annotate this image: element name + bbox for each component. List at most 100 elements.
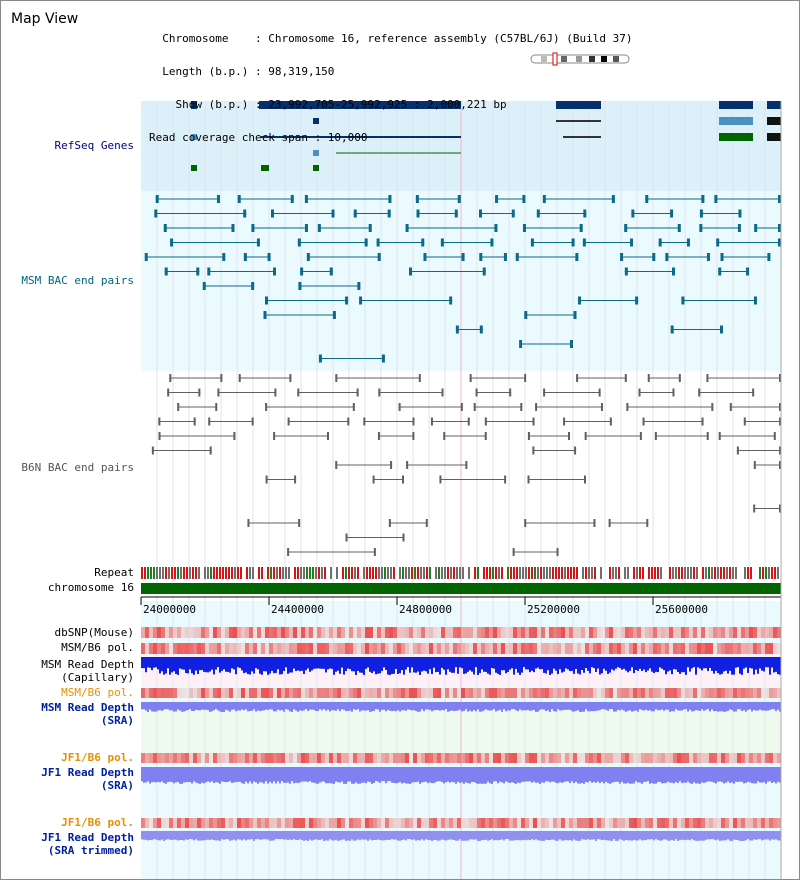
msm-depth-cap-bar — [353, 657, 355, 672]
track-label-refseq[interactable]: RefSeq Genes — [54, 139, 134, 152]
b6n-bac-end — [773, 432, 776, 440]
jf1-depth-bar — [507, 767, 509, 783]
jf1-pol-strip — [573, 753, 577, 763]
jf1-trim-depth-bar — [391, 831, 393, 840]
msm-depth-sra-bar — [201, 702, 203, 710]
jf1-trim-depth-bar — [305, 831, 307, 841]
jf1-trim-depth-bar — [289, 831, 291, 840]
track-label-jf1-depth[interactable]: JF1 Read Depth — [41, 766, 134, 779]
jf1-depth-bar — [417, 767, 419, 782]
msm-depth-sra-bar — [539, 702, 541, 710]
jf1-depth-bar — [561, 767, 563, 783]
track-label-b6n-bac[interactable]: B6N BAC end pairs — [21, 461, 134, 474]
jf1-depth-bar — [183, 767, 185, 783]
jf1-trim-depth-bar — [149, 831, 151, 840]
msm-depth-cap-bar — [667, 657, 669, 672]
dbsnp-strip — [237, 627, 241, 638]
jf1-trim-depth-bar — [607, 831, 609, 841]
repeat-block — [486, 567, 488, 579]
jf1-pol-strip — [669, 753, 673, 763]
msm-bac-end — [440, 238, 444, 247]
track-label-dbsnp[interactable]: dbSNP(Mouse) — [54, 626, 134, 639]
repeat-block — [513, 567, 515, 579]
msm-depth-cap-bar — [543, 657, 545, 673]
msm-pol2-strip — [433, 688, 437, 698]
msm-depth-cap-bar — [393, 657, 395, 674]
track-label-jf1-trim[interactable]: JF1 Read Depth — [41, 831, 134, 844]
jf1-trim-depth-bar — [383, 831, 385, 841]
msm-depth-cap-bar — [339, 657, 341, 674]
msm-pol2-strip — [741, 688, 745, 698]
jf1-trim-depth-bar — [609, 831, 611, 841]
jf1-trim-depth-bar — [575, 831, 577, 841]
dbsnp-strip — [689, 627, 693, 638]
jf1-depth-bar — [227, 767, 229, 782]
msm-depth-cap-bar — [499, 657, 501, 675]
track-label-jf1-pol2[interactable]: JF1/B6 pol. — [61, 816, 134, 829]
dbsnp-strip — [497, 627, 501, 638]
jf1-trim-depth-bar — [649, 831, 651, 840]
msm-pol-strip — [445, 643, 449, 654]
track-label-repeat[interactable]: Repeat — [94, 566, 134, 579]
jf1-trim-depth-bar — [259, 831, 261, 840]
jf1-trim-depth-bar — [239, 831, 241, 840]
repeat-block — [204, 567, 206, 579]
msm-depth-cap-bar — [151, 657, 153, 671]
b6n-bac-end — [373, 548, 376, 556]
track-label-msm-bac[interactable]: MSM BAC end pairs — [21, 274, 134, 287]
jf1-pol2-strip — [497, 818, 501, 828]
msm-pol2-strip — [669, 688, 673, 698]
msm-depth-sra-bar — [189, 702, 191, 710]
jf1-depth-bar — [595, 767, 597, 783]
track-label-msm-pol[interactable]: MSM/B6 pol. — [61, 641, 134, 654]
dbsnp-strip — [589, 627, 593, 638]
repeat-block — [195, 567, 197, 579]
msm-pol2-strip — [569, 688, 573, 698]
dbsnp-strip — [453, 627, 457, 638]
jf1-trim-depth-bar — [665, 831, 667, 840]
msm-bac-end — [716, 238, 720, 247]
jf1-trim-depth-bar — [147, 831, 149, 841]
dbsnp-strip — [737, 627, 741, 638]
msm-depth-sra-bar — [605, 702, 607, 710]
track-label-msm-pol2[interactable]: MSM/B6 pol. — [61, 686, 134, 699]
dbsnp-strip — [457, 627, 461, 638]
b6n-bac-end — [326, 432, 329, 440]
msm-depth-sra-bar — [693, 702, 695, 712]
dbsnp-strip — [317, 627, 321, 638]
msm-depth-cap-bar — [703, 657, 705, 669]
repeat-block — [771, 567, 773, 579]
jf1-pol-strip — [253, 753, 257, 763]
msm-depth-cap-bar — [651, 657, 653, 672]
msm-depth-sra-bar — [741, 702, 743, 712]
msm-depth-sra-bar — [513, 702, 515, 710]
msm-depth-sra-bar — [485, 702, 487, 710]
msm-pol2-strip — [573, 688, 577, 698]
jf1-depth-bar — [443, 767, 445, 784]
msm-pol-strip — [565, 643, 569, 654]
jf1-depth-bar — [607, 767, 609, 783]
msm-bac-end — [304, 195, 308, 203]
repeat-block — [507, 567, 509, 579]
msm-pol-strip — [257, 643, 261, 654]
dbsnp-strip — [401, 627, 405, 638]
jf1-trim-depth-bar — [431, 831, 433, 841]
jf1-trim-depth-bar — [283, 831, 285, 840]
jf1-depth-bar — [159, 767, 161, 783]
msm-pol2-strip — [169, 688, 173, 698]
jf1-pol-strip — [629, 753, 633, 763]
track-label-msm-depth-sra[interactable]: MSM Read Depth — [41, 701, 134, 714]
jf1-trim-depth-bar — [485, 831, 487, 840]
jf1-depth-bar — [535, 767, 537, 783]
msm-depth-cap-bar — [313, 657, 315, 669]
jf1-depth-bar — [323, 767, 325, 782]
msm-depth-cap-bar — [635, 657, 637, 671]
msm-pol-strip — [425, 643, 429, 654]
repeat-block — [768, 567, 770, 579]
track-label-jf1-pol[interactable]: JF1/B6 pol. — [61, 751, 134, 764]
msm-depth-sra-bar — [415, 702, 417, 711]
track-label-msm-depth-cap[interactable]: MSM Read Depth — [41, 658, 134, 671]
jf1-pol2-strip — [185, 818, 189, 828]
msm-depth-sra-bar — [387, 702, 389, 710]
